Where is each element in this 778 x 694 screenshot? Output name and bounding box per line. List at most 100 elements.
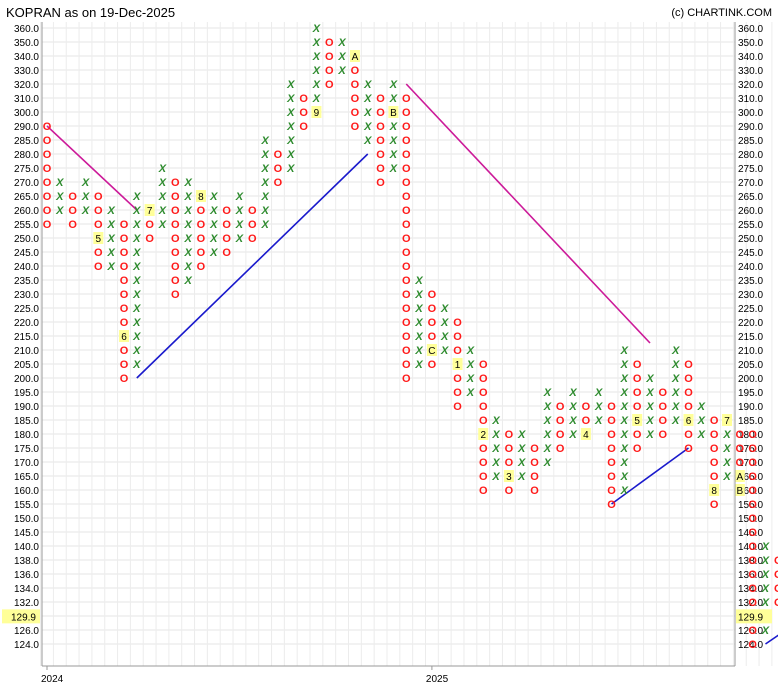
x-box: X [286, 135, 295, 147]
o-box: O [171, 205, 180, 217]
y-tick-label: 250.0 [14, 234, 39, 245]
y-tick-label: 255.0 [14, 220, 39, 231]
x-box: X [671, 415, 680, 427]
o-box: O [274, 177, 283, 189]
o-box: O [556, 415, 565, 427]
y-tick-label: 210.0 [14, 346, 39, 357]
y-tick-label: 265.0 [738, 192, 763, 203]
x-box: X [132, 275, 141, 287]
x-box: X [389, 163, 398, 175]
x-box: X [55, 205, 64, 217]
y-tick-label: 190.0 [14, 402, 39, 413]
x-box: X [389, 149, 398, 161]
y-tick-label: 170.0 [14, 458, 39, 469]
x-box: X [132, 303, 141, 315]
x-box: X [414, 331, 423, 343]
o-box: O [274, 149, 283, 161]
x-box: X [209, 219, 218, 231]
o-box: O [197, 219, 206, 231]
y-tick-label: 205.0 [738, 360, 763, 371]
x-box: X [543, 457, 552, 469]
o-box: O [222, 205, 231, 217]
x-box: X [620, 401, 629, 413]
x-box: X [337, 37, 346, 49]
o-box: O [428, 317, 437, 329]
x-box: X [414, 289, 423, 301]
o-box: O [197, 261, 206, 273]
o-box: O [479, 443, 488, 455]
o-box: O [607, 485, 616, 497]
o-box: O [607, 415, 616, 427]
x-box: X [620, 415, 629, 427]
y-tick-label: 350.0 [738, 38, 763, 49]
month-marker: 4 [583, 430, 589, 441]
x-box: X [517, 471, 526, 483]
o-box: O [633, 429, 642, 441]
month-marker-bg [311, 106, 322, 118]
x-box: X [312, 37, 321, 49]
y-tick-label: 175.0 [738, 444, 763, 455]
o-box: O [530, 457, 539, 469]
x-box: X [260, 205, 269, 217]
month-marker-bg [452, 358, 463, 370]
o-box: O [299, 93, 308, 105]
o-box: O [748, 471, 757, 483]
x-box: X [106, 233, 115, 245]
y-tick-label: 215.0 [14, 332, 39, 343]
y-tick-label: 145.0 [14, 528, 39, 539]
month-marker-bg [426, 344, 437, 356]
y-tick-label: 340.0 [14, 52, 39, 63]
y-tick-label: 320.0 [14, 80, 39, 91]
y-tick-label: 225.0 [738, 304, 763, 315]
month-marker: 8 [711, 486, 717, 497]
x-box: X [389, 121, 398, 133]
x-box: X [697, 415, 706, 427]
pnf-column: 7 OO [144, 204, 155, 245]
y-tick-label: 250.0 [738, 234, 763, 245]
x-box: X [183, 219, 192, 231]
o-box: O [402, 121, 411, 133]
x-box: X [158, 205, 167, 217]
x-box: X [209, 233, 218, 245]
y-tick-label: 360.0 [14, 24, 39, 35]
y-tick-label: 280.0 [738, 150, 763, 161]
o-box: O [43, 163, 52, 175]
month-marker-bg [478, 428, 489, 440]
month-marker-bg [388, 106, 399, 118]
y-tick-label: 126.0 [738, 626, 763, 637]
pnf-column: OOO [299, 93, 308, 133]
o-box: O [376, 149, 385, 161]
y-tick-label: 290.0 [14, 122, 39, 133]
o-box: O [607, 443, 616, 455]
y-tick-label: 215.0 [738, 332, 763, 343]
o-box: O [633, 401, 642, 413]
o-box: O [351, 121, 360, 133]
o-box: O [479, 387, 488, 399]
month-marker-bg [580, 428, 591, 440]
x-box: X [620, 471, 629, 483]
x-box: X [158, 191, 167, 203]
o-box: O [376, 107, 385, 119]
y-tick-label: 126.0 [14, 626, 39, 637]
o-box: O [402, 191, 411, 203]
o-box: O [607, 401, 616, 413]
x-box: X [568, 401, 577, 413]
o-box: O [505, 457, 514, 469]
o-box: O [428, 303, 437, 315]
y-tick-label: 200.0 [14, 374, 39, 385]
o-box: O [402, 205, 411, 217]
last-price-markers: 129.9 129.9 [2, 609, 772, 624]
o-box: O [748, 513, 757, 525]
x-box: X [286, 93, 295, 105]
